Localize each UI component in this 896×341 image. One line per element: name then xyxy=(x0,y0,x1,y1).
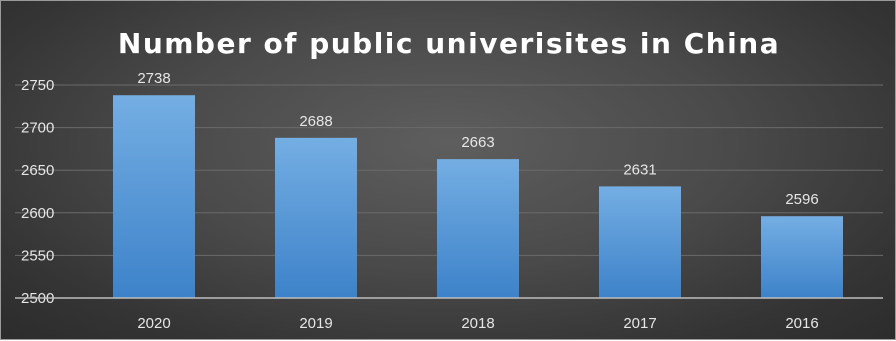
y-tick-label: 2650 xyxy=(21,162,54,179)
x-tick-label: 2017 xyxy=(623,315,656,332)
chart-title: Number of public univerisites in China xyxy=(118,27,780,60)
y-tick-label: 2700 xyxy=(21,120,54,137)
bar-2018 xyxy=(437,159,519,298)
x-axis: 2020 2019 2018 2017 2016 xyxy=(15,297,883,332)
y-tick-label: 2600 xyxy=(21,205,54,222)
bars xyxy=(113,95,843,298)
data-label-2017: 2631 xyxy=(623,161,656,178)
data-labels: 2738 2688 2663 2631 2596 xyxy=(137,70,818,208)
x-tick-label: 2020 xyxy=(137,315,170,332)
data-label-2018: 2663 xyxy=(461,134,494,151)
x-tick-label: 2019 xyxy=(299,315,332,332)
y-tick-label: 2750 xyxy=(21,77,54,94)
x-tick-label: 2016 xyxy=(785,315,818,332)
bar-2017 xyxy=(599,186,681,298)
bar-2020 xyxy=(113,95,195,298)
data-label-2020: 2738 xyxy=(137,70,170,87)
bar-2016 xyxy=(761,216,843,298)
bar-2019 xyxy=(275,137,357,298)
x-tick-label: 2018 xyxy=(461,315,494,332)
data-label-2019: 2688 xyxy=(299,113,332,130)
data-label-2016: 2596 xyxy=(785,191,818,208)
y-tick-label: 2550 xyxy=(21,247,54,264)
